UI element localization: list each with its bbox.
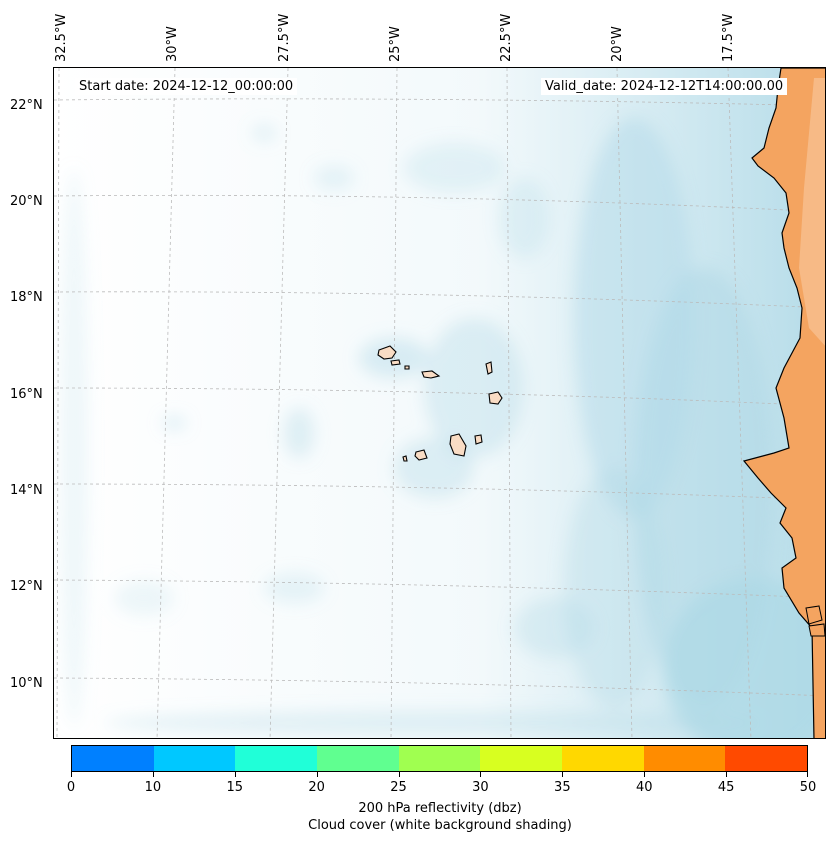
colorbar-tick-label: 0 xyxy=(66,780,76,795)
lon-label-17-5w: 17.5°W xyxy=(721,13,736,62)
lon-label-32-5w: 32.5°W xyxy=(54,13,69,62)
cloud-cover-shading xyxy=(54,68,825,738)
cape-verde-islands xyxy=(377,345,503,462)
colorbar-tick-label: 45 xyxy=(717,780,735,795)
colorbar-tick-label: 30 xyxy=(472,780,489,795)
africa-landmass xyxy=(742,68,825,738)
colorbar-tick-mark xyxy=(480,772,482,777)
lat-label-22n: 22°N xyxy=(10,98,43,113)
colorbar-tick-label: 50 xyxy=(799,780,817,795)
reflectivity-colorbar xyxy=(71,745,808,772)
colorbar-tick-mark xyxy=(152,772,154,777)
colorbar-segment-8 xyxy=(725,746,808,771)
colorbar-tick-mark xyxy=(71,772,72,777)
map-panel[interactable] xyxy=(53,67,826,739)
lat-label-14n: 14°N xyxy=(10,483,43,498)
lat-label-12n: 12°N xyxy=(10,579,43,594)
colorbar-tick-label: 15 xyxy=(226,780,244,795)
colorbar-title-line2: Cloud cover (white background shading) xyxy=(308,818,572,833)
lat-label-18n: 18°N xyxy=(10,290,43,305)
lon-label-22-5w: 22.5°W xyxy=(499,13,514,62)
colorbar-tick-label: 20 xyxy=(308,780,325,795)
colorbar-tick-mark xyxy=(234,772,236,777)
colorbar-tick-mark xyxy=(807,772,808,777)
lon-label-27-5w: 27.5°W xyxy=(277,13,292,62)
colorbar-tick-label: 10 xyxy=(144,780,162,795)
colorbar-segment-2 xyxy=(235,746,318,771)
colorbar-tick-mark xyxy=(398,772,400,777)
colorbar-tick-mark xyxy=(562,772,564,777)
colorbar-segment-0 xyxy=(72,746,154,771)
colorbar-tick-label: 35 xyxy=(554,780,571,795)
colorbar-tick-mark xyxy=(644,772,646,777)
colorbar-tick-mark xyxy=(316,772,318,777)
colorbar-segment-3 xyxy=(317,746,399,771)
colorbar-segment-7 xyxy=(643,746,726,771)
colorbar-segment-4 xyxy=(398,746,481,771)
start-date-label: Start date: 2024-12-12_00:00:00 xyxy=(75,78,298,95)
graticule xyxy=(54,68,825,738)
map-canvas xyxy=(54,68,825,738)
colorbar-segment-5 xyxy=(480,746,563,771)
colorbar-tick-mark xyxy=(726,772,728,777)
colorbar-tick-label: 25 xyxy=(390,780,407,795)
colorbar-segment-6 xyxy=(562,746,644,771)
lat-label-16n: 16°N xyxy=(10,387,43,402)
colorbar-title-line1: 200 hPa reflectivity (dbz) xyxy=(358,801,522,816)
colorbar-tick-label: 40 xyxy=(635,780,653,795)
lon-label-30w: 30°W xyxy=(165,26,180,62)
lat-label-20n: 20°N xyxy=(10,194,43,209)
colorbar-segment-1 xyxy=(153,746,236,771)
lon-label-20w: 20°W xyxy=(610,26,625,62)
lon-label-25w: 25°W xyxy=(388,26,403,62)
valid-date-label: Valid_date: 2024-12-12T14:00:00.00 xyxy=(541,78,788,95)
lat-label-10n: 10°N xyxy=(10,676,43,691)
